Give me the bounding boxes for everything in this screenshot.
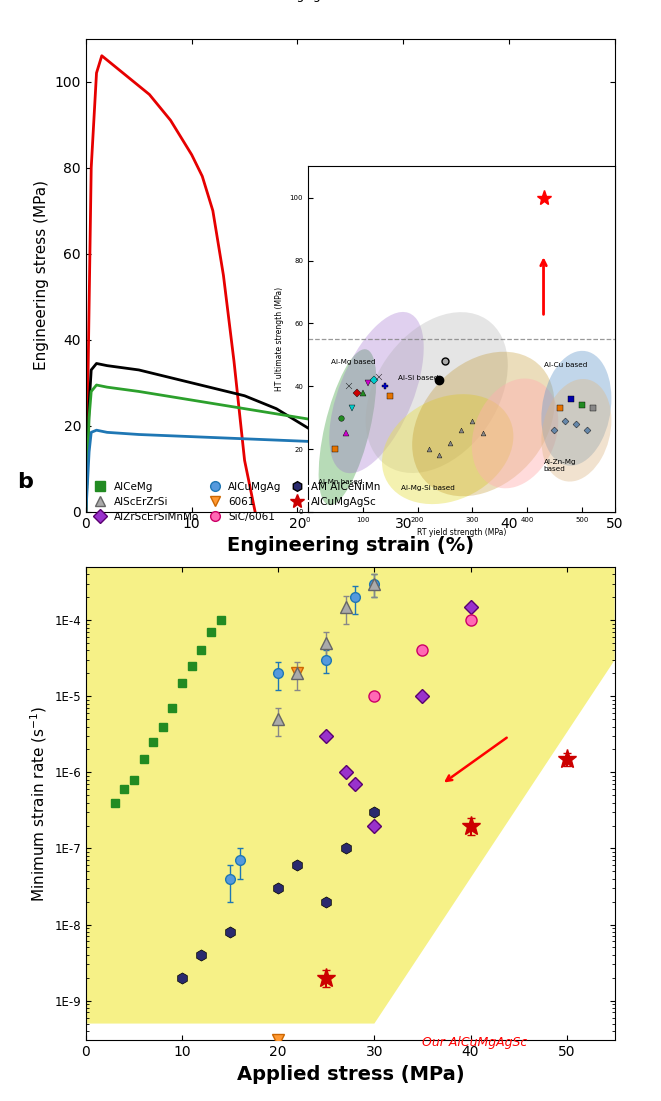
Text: Our AlCuMgAgSc: Our AlCuMgAgSc [422, 1036, 527, 1049]
Polygon shape [86, 567, 615, 1024]
Y-axis label: Minimum strain rate (s$^{-1}$): Minimum strain rate (s$^{-1}$) [28, 706, 49, 902]
X-axis label: Applied stress (MPa): Applied stress (MPa) [237, 1065, 464, 1083]
Y-axis label: Engineering stress (MPa): Engineering stress (MPa) [34, 181, 49, 370]
Text: b: b [17, 472, 33, 492]
Text: a: a [17, 0, 32, 2]
Legend: AlCuMgAgSc, AlCuMgAg, AlCu, AlSc: AlCuMgAgSc, AlCuMgAg, AlCu, AlSc [217, 0, 430, 7]
Legend: AlCeMg, AlScErZrSi, AlZrScErSiMnMo, AlCuMgAg, 6061, SiC/6061, AM AlCeNiMn, AlCuM: AlCeMg, AlScErZrSi, AlZrScErSiMnMo, AlCu… [86, 478, 385, 526]
X-axis label: Engineering strain (%): Engineering strain (%) [227, 536, 474, 555]
